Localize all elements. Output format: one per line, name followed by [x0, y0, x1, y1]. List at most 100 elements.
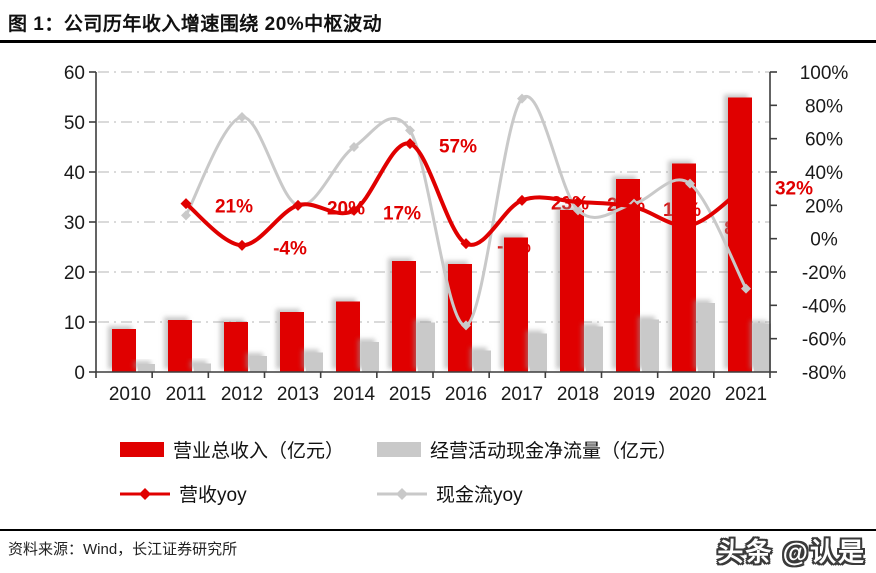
revenue-yoy-line-swatch	[120, 487, 170, 500]
right-axis-tick-label: -20%	[802, 263, 846, 284]
legend-label-revenue-yoy: 营收yoy	[179, 485, 247, 506]
x-axis-year-label: 2011	[166, 384, 207, 405]
right-axis-tick-label: -60%	[802, 330, 846, 351]
legend-item-cashflow: 经营活动现金净流量（亿元）	[377, 436, 677, 463]
right-axis-tick-label: 0%	[810, 230, 838, 251]
yoy-data-label: 32%	[775, 178, 813, 199]
line-marker	[405, 125, 415, 136]
cashflow-bar	[250, 356, 267, 372]
gridlines	[98, 71, 770, 323]
left-axis-tick-label: 0	[74, 363, 85, 384]
right-axis-tick-label: 80%	[805, 96, 843, 117]
line-marker	[460, 238, 472, 250]
line-marker	[740, 179, 752, 191]
line-marker	[461, 320, 471, 331]
cashflow-bar	[306, 352, 323, 372]
cashflow-bar	[586, 326, 603, 372]
line-marker	[180, 198, 192, 210]
left-axis-tick-label: 10	[64, 313, 85, 334]
cashflow-bar	[754, 323, 771, 372]
revenue-yoy-line	[180, 138, 752, 251]
line-marker	[685, 178, 695, 189]
left-axis-tick-label: 60	[64, 63, 85, 84]
x-axis-year-label: 2020	[669, 384, 711, 405]
cashflow-bar-swatch	[377, 442, 421, 457]
cashflow-bar	[418, 322, 435, 372]
revenue-bar	[616, 179, 640, 372]
cashflow-bar	[138, 364, 155, 372]
cashflow-bar	[530, 333, 547, 372]
revenue-bar	[112, 329, 136, 372]
left-axis-tick-label: 50	[64, 113, 85, 134]
revenue-bar	[224, 322, 248, 372]
line-marker	[517, 93, 527, 104]
cashflow-bar	[362, 342, 379, 372]
revenue-bar	[336, 301, 360, 372]
x-axis-year-label: 2018	[557, 384, 599, 405]
cashflow-bar	[642, 319, 659, 372]
x-axis-year-label: 2014	[333, 384, 376, 405]
watermark: 头条 @认是	[717, 537, 866, 567]
left-axis-tick-label: 40	[64, 163, 85, 184]
revenue-bar-swatch	[120, 442, 164, 457]
revenue-bar	[672, 163, 696, 372]
revenue-bar	[560, 210, 584, 372]
yoy-data-label: -4%	[273, 238, 307, 259]
revenue-bar	[504, 237, 528, 372]
x-axis-year-label: 2012	[221, 384, 263, 405]
right-axis-tick-label: 40%	[805, 163, 843, 184]
combo-chart: 21%-4%20%17%57%-3%23%22%19%8%32%01020304…	[64, 63, 849, 405]
line-marker	[404, 138, 416, 150]
source-note: 资料来源：Wind，长江证券研究所	[8, 541, 238, 558]
line-marker	[181, 210, 191, 221]
x-axis-year-label: 2021	[725, 384, 767, 405]
left-axis-tick-label: 20	[64, 263, 85, 284]
x-axis-year-label: 2015	[389, 384, 431, 405]
x-axis-year-label: 2017	[501, 384, 543, 405]
right-axis-tick-label: -40%	[802, 296, 846, 317]
line-marker	[684, 219, 696, 231]
line-marker	[292, 199, 304, 211]
revenue-bar	[448, 264, 472, 372]
yoy-data-label: 57%	[439, 137, 477, 158]
revenue-bar	[392, 261, 416, 372]
x-axis-year-label: 2016	[445, 384, 487, 405]
right-axis-tick-label: 20%	[805, 196, 843, 217]
revenue-bars	[112, 97, 752, 372]
cashflow-bars	[138, 303, 771, 372]
yoy-data-label: 17%	[383, 203, 421, 224]
yoy-data-label: 21%	[215, 197, 253, 218]
legend-item-cashflow-yoy: 现金流yoy	[377, 480, 523, 507]
legend-label-cashflow: 经营活动现金净流量（亿元）	[430, 441, 678, 462]
right-axis-tick-label: 60%	[805, 130, 843, 151]
line-marker	[573, 205, 583, 216]
x-axis-year-label: 2010	[109, 384, 151, 405]
cashflow-bar	[194, 363, 211, 372]
right-axis-tick-label: -80%	[802, 363, 846, 384]
legend-item-revenue: 营业总收入（亿元）	[120, 436, 344, 463]
line-marker	[628, 201, 640, 213]
revenue-bar	[728, 97, 752, 372]
revenue-bar	[168, 320, 192, 372]
x-axis-year-label: 2019	[613, 384, 655, 405]
line-marker	[236, 239, 248, 251]
figure-title: 图 1：公司历年收入增速围绕 20%中枢波动	[8, 14, 383, 35]
legend-label-cashflow-yoy: 现金流yoy	[436, 485, 523, 506]
title-divider	[0, 40, 876, 43]
line-marker	[741, 283, 751, 294]
legend-item-revenue-yoy: 营收yoy	[120, 480, 247, 507]
line-marker	[572, 196, 584, 208]
cashflow-bar	[698, 303, 715, 372]
revenue-bar	[280, 312, 304, 372]
legend-label-revenue: 营业总收入（亿元）	[173, 441, 345, 462]
axes: 0 10 20 30 40 50 60 100% 80% 60% 40% 20% 0% -20% -40% -…	[64, 63, 849, 405]
right-axis-tick-label: 100%	[800, 63, 849, 84]
line-marker	[237, 112, 247, 122]
line-marker	[348, 204, 360, 216]
left-axis-tick-label: 30	[64, 213, 85, 234]
line-marker	[516, 194, 528, 206]
yoy-data-label: 20%	[327, 198, 365, 219]
footer-divider	[0, 529, 876, 531]
x-axis-year-label: 2013	[277, 384, 319, 405]
